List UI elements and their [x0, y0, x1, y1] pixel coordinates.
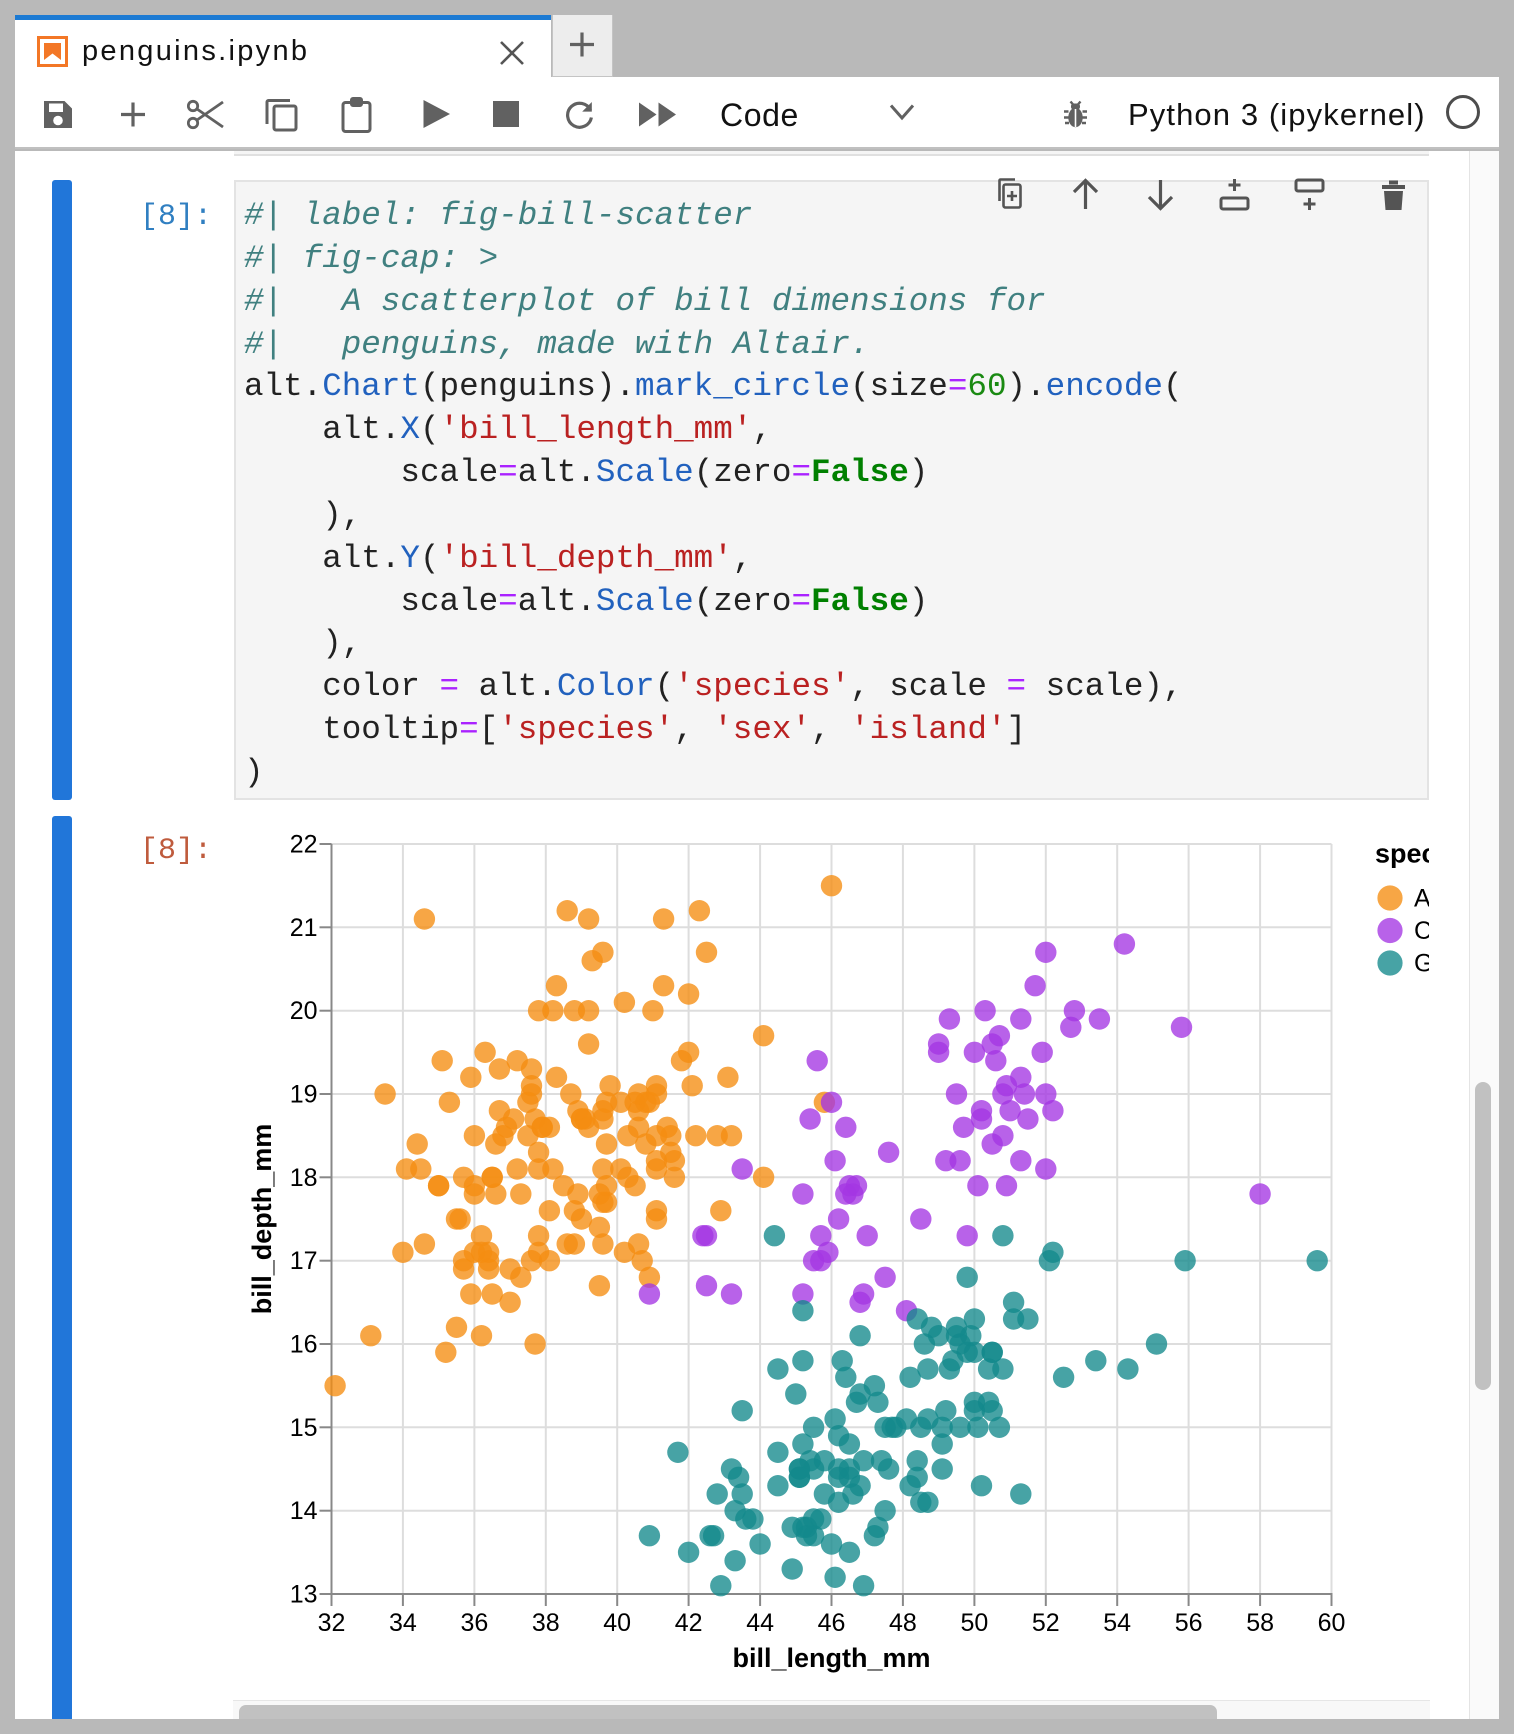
- svg-text:13: 13: [290, 1581, 318, 1609]
- svg-text:36: 36: [460, 1609, 488, 1637]
- svg-text:54: 54: [1103, 1609, 1131, 1637]
- svg-text:40: 40: [603, 1609, 631, 1637]
- svg-text:52: 52: [1032, 1609, 1060, 1637]
- svg-text:42: 42: [675, 1609, 703, 1637]
- svg-text:50: 50: [960, 1609, 988, 1637]
- svg-text:38: 38: [532, 1609, 560, 1637]
- svg-text:21: 21: [290, 914, 318, 942]
- svg-text:58: 58: [1246, 1609, 1274, 1637]
- svg-text:bill_length_mm: bill_length_mm: [732, 1643, 930, 1673]
- svg-text:22: 22: [290, 831, 318, 859]
- svg-text:15: 15: [290, 1414, 318, 1442]
- svg-text:Gentoo: Gentoo: [1414, 950, 1429, 978]
- svg-text:44: 44: [746, 1609, 774, 1637]
- svg-text:16: 16: [290, 1331, 318, 1359]
- svg-text:56: 56: [1175, 1609, 1203, 1637]
- svg-text:46: 46: [818, 1609, 846, 1637]
- svg-text:18: 18: [290, 1164, 318, 1192]
- svg-text:Adelie: Adelie: [1414, 885, 1429, 913]
- svg-text:34: 34: [389, 1609, 417, 1637]
- svg-text:Chinstrap: Chinstrap: [1414, 917, 1429, 945]
- svg-text:14: 14: [290, 1497, 318, 1525]
- svg-text:60: 60: [1318, 1609, 1346, 1637]
- svg-text:19: 19: [290, 1081, 318, 1109]
- svg-text:48: 48: [889, 1609, 917, 1637]
- svg-text:32: 32: [318, 1609, 346, 1637]
- svg-text:20: 20: [290, 997, 318, 1025]
- svg-text:bill_depth_mm: bill_depth_mm: [247, 1124, 277, 1315]
- svg-text:species: species: [1375, 839, 1429, 869]
- svg-text:17: 17: [290, 1247, 318, 1275]
